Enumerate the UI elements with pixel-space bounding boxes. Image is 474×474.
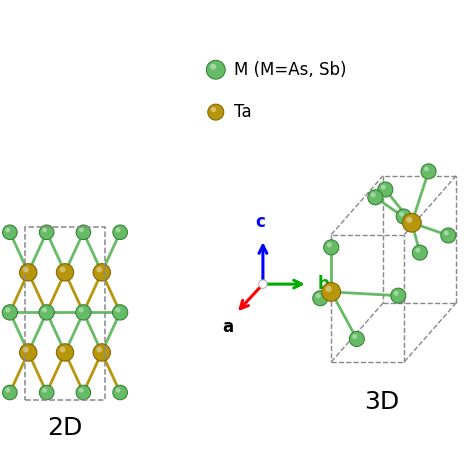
- Circle shape: [79, 388, 84, 392]
- Circle shape: [316, 293, 321, 298]
- Circle shape: [19, 264, 37, 281]
- Circle shape: [378, 182, 393, 197]
- Circle shape: [60, 347, 65, 353]
- Circle shape: [260, 282, 263, 284]
- Circle shape: [93, 344, 110, 361]
- Circle shape: [402, 213, 421, 232]
- Circle shape: [394, 291, 399, 296]
- Circle shape: [76, 385, 91, 400]
- Text: Ta: Ta: [234, 103, 251, 121]
- Circle shape: [324, 240, 339, 255]
- Circle shape: [116, 308, 120, 312]
- Circle shape: [5, 388, 10, 392]
- Circle shape: [415, 248, 420, 253]
- Circle shape: [421, 164, 436, 179]
- Circle shape: [116, 388, 120, 392]
- Text: b: b: [318, 275, 330, 293]
- Circle shape: [326, 286, 332, 292]
- Circle shape: [211, 107, 216, 112]
- Circle shape: [206, 60, 225, 79]
- Circle shape: [113, 385, 128, 400]
- Circle shape: [96, 347, 102, 353]
- Circle shape: [112, 305, 128, 320]
- Text: 3D: 3D: [365, 390, 400, 414]
- Circle shape: [313, 291, 328, 306]
- Circle shape: [116, 228, 120, 232]
- Text: 2D: 2D: [47, 416, 82, 440]
- Circle shape: [76, 225, 91, 239]
- Circle shape: [352, 334, 357, 339]
- Circle shape: [349, 331, 365, 346]
- Circle shape: [5, 228, 10, 232]
- Bar: [26, 227, 105, 400]
- Circle shape: [368, 190, 383, 205]
- Circle shape: [2, 385, 17, 400]
- Circle shape: [42, 388, 47, 392]
- Circle shape: [39, 385, 54, 400]
- Text: a: a: [223, 318, 234, 336]
- Circle shape: [23, 267, 29, 273]
- Circle shape: [444, 230, 449, 236]
- Circle shape: [56, 264, 74, 281]
- Circle shape: [60, 267, 65, 273]
- Text: c: c: [255, 213, 265, 231]
- Circle shape: [412, 245, 428, 260]
- Circle shape: [424, 166, 429, 172]
- Circle shape: [79, 308, 84, 312]
- Circle shape: [56, 344, 74, 361]
- Circle shape: [79, 228, 84, 232]
- Circle shape: [391, 288, 406, 303]
- Circle shape: [113, 225, 128, 239]
- Circle shape: [259, 280, 267, 288]
- Circle shape: [406, 217, 412, 223]
- Circle shape: [396, 209, 411, 224]
- Circle shape: [441, 228, 456, 243]
- Circle shape: [23, 347, 29, 353]
- Circle shape: [208, 104, 224, 120]
- Circle shape: [5, 308, 10, 312]
- Circle shape: [322, 283, 341, 301]
- Circle shape: [2, 225, 17, 239]
- Text: M (M=As, Sb): M (M=As, Sb): [234, 61, 346, 79]
- Circle shape: [96, 267, 102, 273]
- Circle shape: [2, 305, 18, 320]
- Circle shape: [39, 305, 55, 320]
- Circle shape: [39, 225, 54, 239]
- Circle shape: [42, 308, 47, 312]
- Circle shape: [76, 305, 91, 320]
- Circle shape: [42, 228, 47, 232]
- Circle shape: [93, 264, 110, 281]
- Circle shape: [327, 243, 332, 247]
- Circle shape: [19, 344, 37, 361]
- Circle shape: [381, 185, 386, 190]
- Circle shape: [371, 192, 376, 197]
- Circle shape: [210, 64, 216, 70]
- Circle shape: [399, 211, 404, 217]
